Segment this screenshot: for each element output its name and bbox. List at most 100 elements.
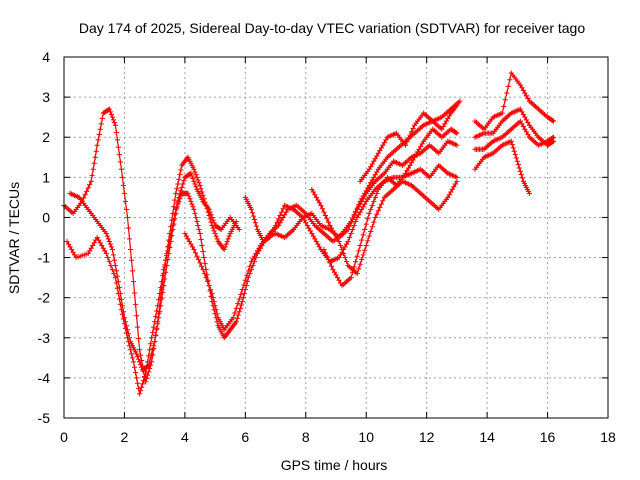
data-point bbox=[93, 148, 99, 154]
data-point bbox=[138, 384, 145, 390]
data-point bbox=[371, 219, 377, 225]
data-point bbox=[369, 177, 375, 183]
data-point bbox=[94, 234, 100, 241]
data-point bbox=[402, 142, 409, 148]
data-point bbox=[161, 283, 167, 289]
data-point bbox=[103, 230, 109, 237]
data-point bbox=[221, 246, 227, 253]
y-tick-label: 3 bbox=[42, 89, 50, 105]
y-tick-label: -5 bbox=[38, 410, 51, 426]
data-point bbox=[374, 211, 380, 217]
data-point bbox=[182, 230, 188, 237]
data-point bbox=[192, 169, 198, 175]
data-point bbox=[106, 238, 112, 245]
data-point bbox=[113, 129, 119, 136]
data-point bbox=[189, 244, 196, 250]
data-point bbox=[211, 228, 217, 234]
data-point bbox=[236, 309, 242, 315]
data-point bbox=[108, 262, 114, 269]
data-point bbox=[64, 238, 70, 245]
data-point bbox=[111, 271, 117, 277]
data-point bbox=[347, 223, 353, 229]
data-point bbox=[513, 155, 519, 161]
data-point bbox=[348, 220, 354, 226]
data-point bbox=[223, 241, 229, 247]
data-point bbox=[168, 233, 174, 239]
data-point bbox=[248, 258, 254, 265]
data-point bbox=[336, 277, 342, 283]
data-point bbox=[368, 228, 374, 235]
data-point bbox=[345, 226, 351, 233]
data-point bbox=[309, 230, 315, 237]
chart-title: Day 174 of 2025, Sidereal Day-to-day VTE… bbox=[79, 20, 586, 36]
y-tick-label: 0 bbox=[42, 209, 50, 225]
data-point bbox=[357, 209, 363, 215]
data-point bbox=[112, 122, 118, 128]
data-point bbox=[319, 206, 325, 212]
data-point bbox=[359, 237, 365, 243]
data-point bbox=[325, 256, 332, 263]
data-point bbox=[519, 175, 525, 181]
data-point bbox=[211, 299, 217, 305]
data-point bbox=[375, 150, 381, 156]
data-point bbox=[243, 283, 249, 289]
data-point bbox=[213, 307, 219, 313]
y-tick-label: 4 bbox=[42, 49, 50, 65]
data-point bbox=[360, 232, 366, 238]
data-point bbox=[147, 359, 153, 365]
data-point bbox=[134, 380, 141, 386]
data-point bbox=[209, 291, 215, 297]
data-point bbox=[137, 387, 144, 394]
data-point bbox=[454, 142, 460, 148]
data-point bbox=[183, 233, 189, 239]
data-point bbox=[446, 192, 452, 198]
data-point bbox=[100, 245, 106, 251]
data-point bbox=[214, 311, 220, 317]
data-point bbox=[318, 202, 324, 209]
data-point bbox=[374, 190, 380, 196]
data-point bbox=[365, 216, 371, 222]
data-point bbox=[130, 279, 137, 285]
data-point bbox=[405, 165, 412, 171]
series-trace bbox=[474, 71, 554, 131]
data-point bbox=[134, 353, 141, 360]
data-point bbox=[186, 193, 192, 199]
data-point bbox=[362, 226, 368, 233]
data-point bbox=[139, 381, 146, 387]
data-point bbox=[353, 210, 359, 216]
data-point bbox=[162, 276, 168, 282]
data-point bbox=[519, 85, 525, 91]
data-point bbox=[96, 237, 102, 243]
data-point bbox=[439, 126, 445, 132]
data-point bbox=[161, 266, 167, 273]
data-point bbox=[121, 315, 128, 321]
data-point bbox=[112, 262, 118, 269]
data-point bbox=[377, 147, 383, 154]
data-point bbox=[233, 319, 239, 325]
data-point bbox=[248, 206, 254, 213]
data-point bbox=[170, 226, 176, 233]
data-point bbox=[359, 206, 365, 213]
data-point bbox=[411, 154, 418, 160]
data-point bbox=[345, 238, 351, 245]
data-point bbox=[125, 331, 132, 337]
data-point bbox=[330, 228, 336, 234]
data-point bbox=[504, 90, 510, 96]
data-point bbox=[224, 238, 230, 245]
data-point bbox=[198, 263, 205, 269]
data-point bbox=[354, 206, 360, 213]
data-point bbox=[185, 190, 191, 196]
data-point bbox=[189, 201, 195, 207]
data-point bbox=[131, 290, 138, 296]
data-point bbox=[343, 258, 350, 265]
data-point bbox=[198, 186, 204, 192]
data-point bbox=[523, 117, 529, 123]
data-point bbox=[522, 90, 528, 96]
data-point bbox=[374, 153, 380, 159]
data-point bbox=[354, 271, 360, 277]
data-point bbox=[68, 246, 75, 253]
data-point bbox=[193, 172, 199, 178]
data-point bbox=[359, 256, 365, 263]
data-point bbox=[249, 210, 255, 216]
